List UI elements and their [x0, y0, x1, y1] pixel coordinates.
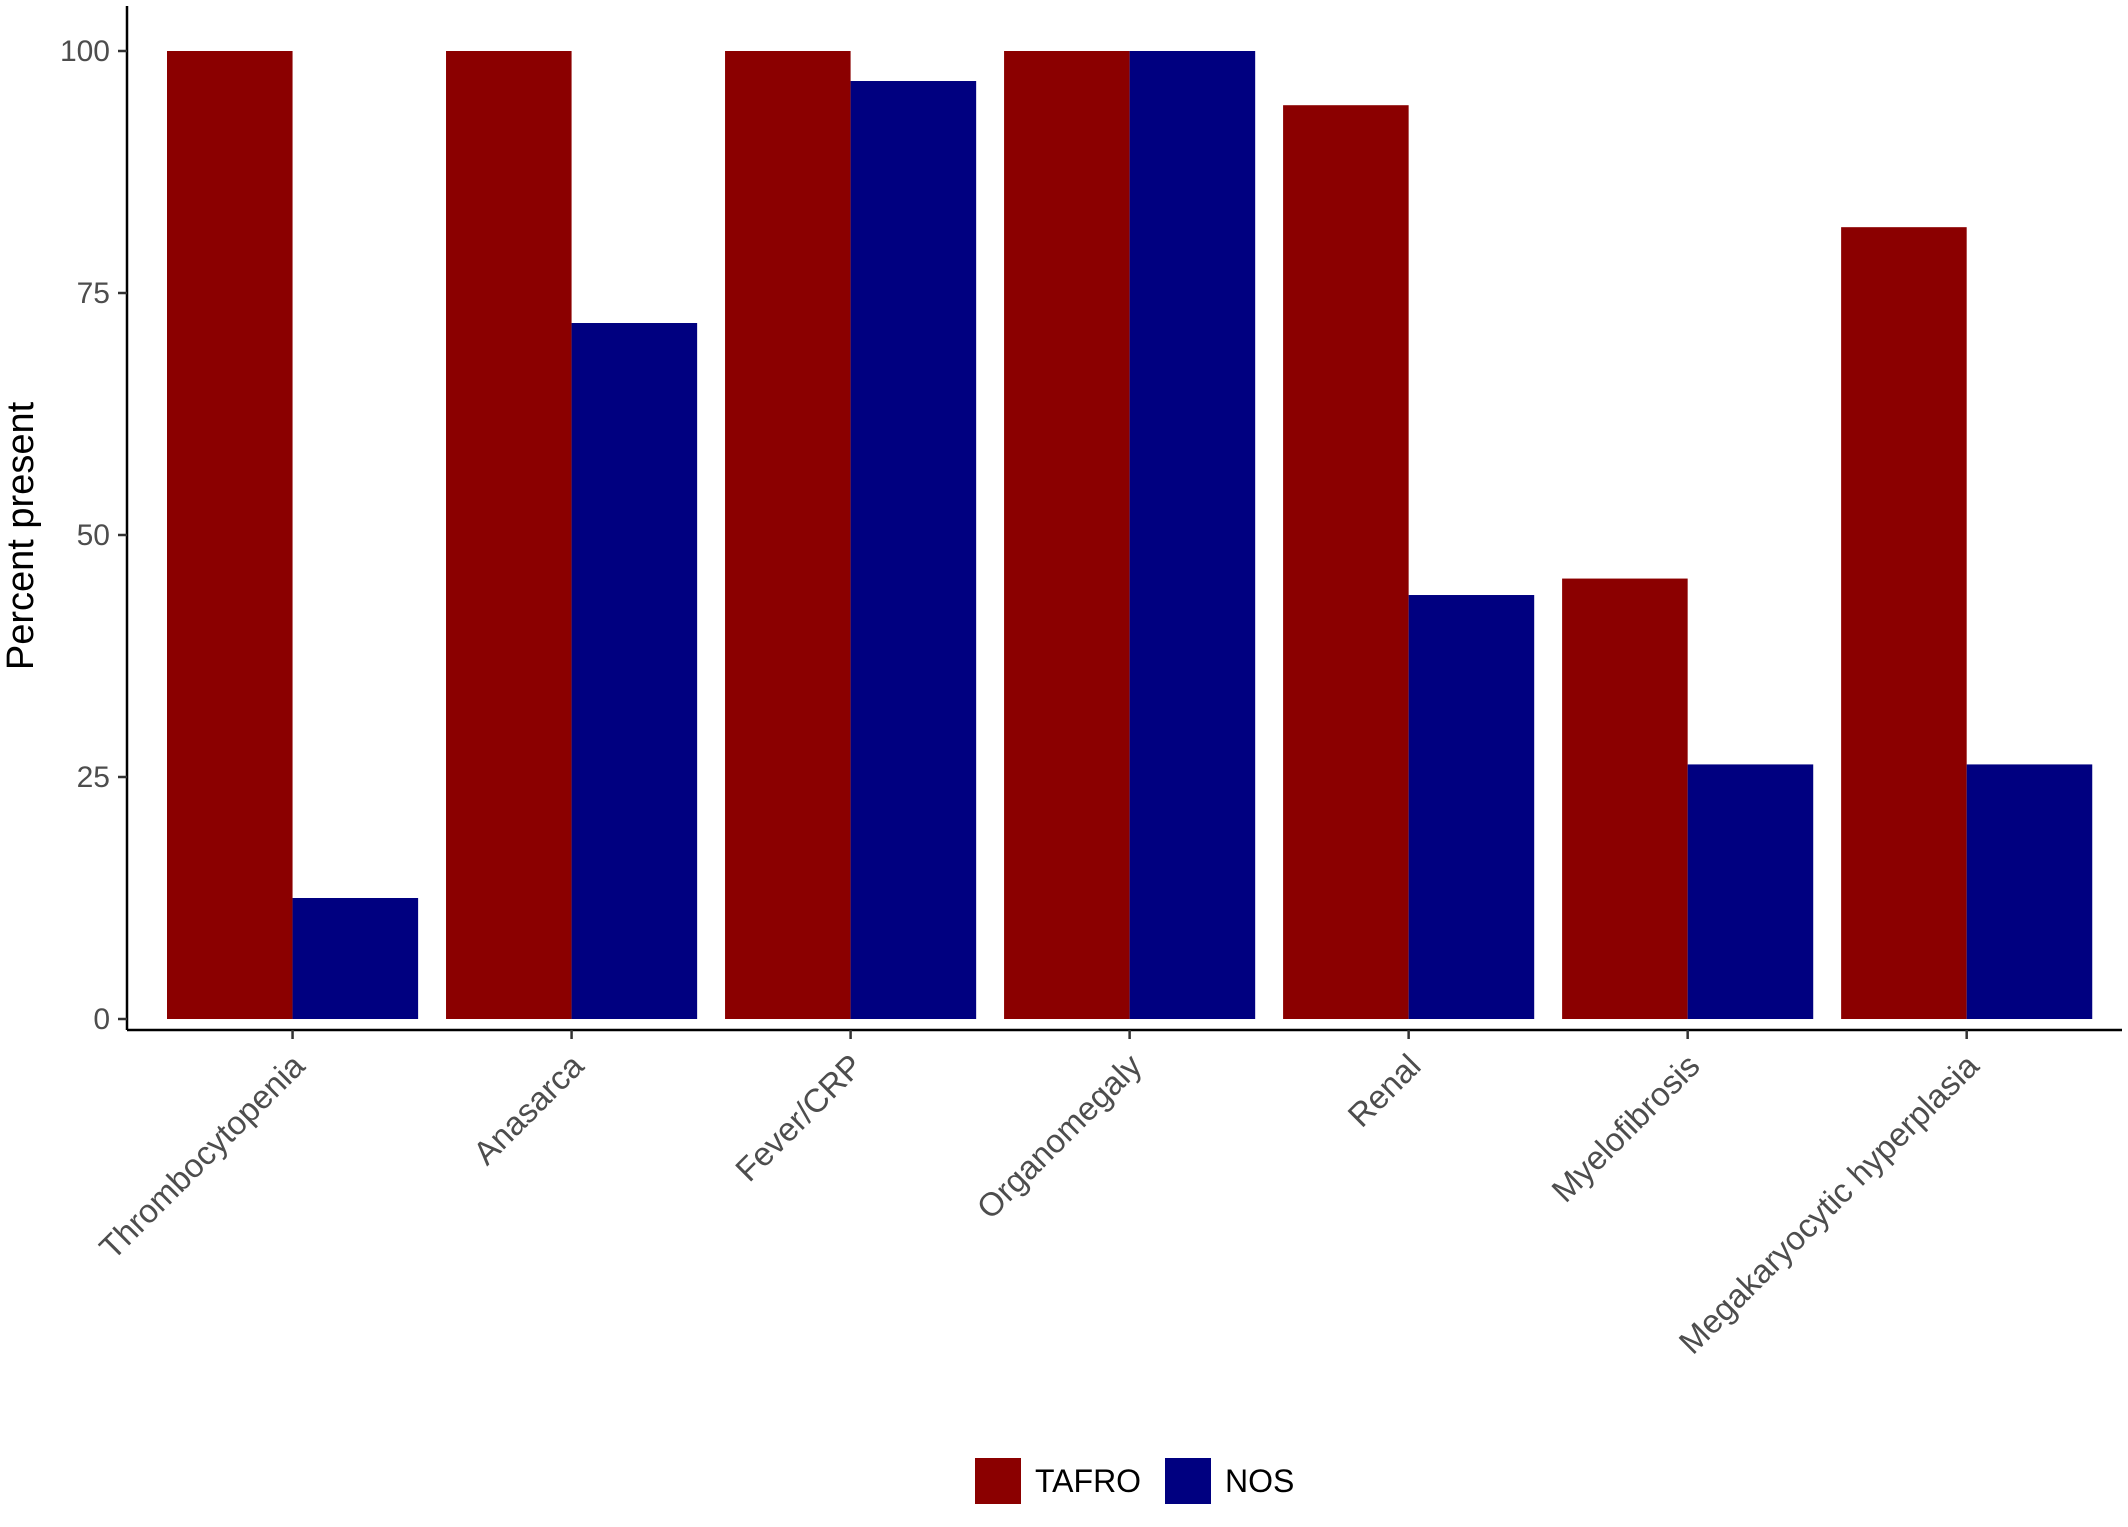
bar-nos-megakaryocytic-hyperplasia — [1966, 764, 2093, 1019]
bar-tafro-fever-crp — [725, 51, 851, 1019]
y-axis: 0 25 50 75 100 — [60, 6, 129, 1036]
bar-tafro-renal — [1283, 105, 1409, 1019]
bars-group — [167, 51, 2093, 1020]
y-tick-label-0: 0 — [93, 1003, 110, 1036]
x-axis: Thrombocytopenia Anasarca Fever/CRP Organom… — [92, 1028, 2122, 1361]
x-tick-label-myelofibrosis: Myelofibrosis — [1544, 1047, 1706, 1209]
x-tick-label-megakaryocytic-hyperplasia: Megakaryocytic hyperplasia — [1672, 1046, 1987, 1361]
x-tick-label-renal: Renal — [1340, 1047, 1427, 1134]
legend-label-nos: NOS — [1225, 1463, 1294, 1499]
x-tick-label-thrombocytopenia: Thrombocytopenia — [92, 1046, 312, 1266]
bar-tafro-anasarca — [446, 51, 572, 1019]
legend: TAFRO NOS — [975, 1458, 1294, 1504]
x-tick-label-organomegaly: Organomegaly — [969, 1046, 1149, 1226]
y-tick-label-75: 75 — [77, 277, 110, 310]
bar-tafro-megakaryocytic-hyperplasia — [1841, 227, 1967, 1019]
bar-tafro-thrombocytopenia — [167, 51, 293, 1019]
bar-nos-myelofibrosis — [1687, 764, 1814, 1019]
legend-key-tafro — [975, 1458, 1021, 1504]
bar-nos-renal — [1408, 595, 1535, 1019]
x-tick-label-fever-crp: Fever/CRP — [728, 1047, 870, 1189]
y-tick-label-50: 50 — [77, 519, 110, 552]
y-tick-label-100: 100 — [60, 35, 110, 68]
bar-nos-anasarca — [571, 323, 698, 1019]
legend-label-tafro: TAFRO — [1035, 1463, 1141, 1499]
bar-nos-organomegaly — [1129, 51, 1256, 1019]
y-axis-title: Percent present — [0, 401, 42, 670]
legend-key-nos — [1165, 1458, 1211, 1504]
y-tick-label-25: 25 — [77, 761, 110, 794]
x-tick-label-anasarca: Anasarca — [466, 1046, 591, 1171]
bar-nos-thrombocytopenia — [292, 898, 419, 1019]
bar-nos-fever-crp — [850, 81, 977, 1020]
bar-tafro-myelofibrosis — [1562, 578, 1688, 1019]
bar-tafro-organomegaly — [1004, 51, 1130, 1019]
